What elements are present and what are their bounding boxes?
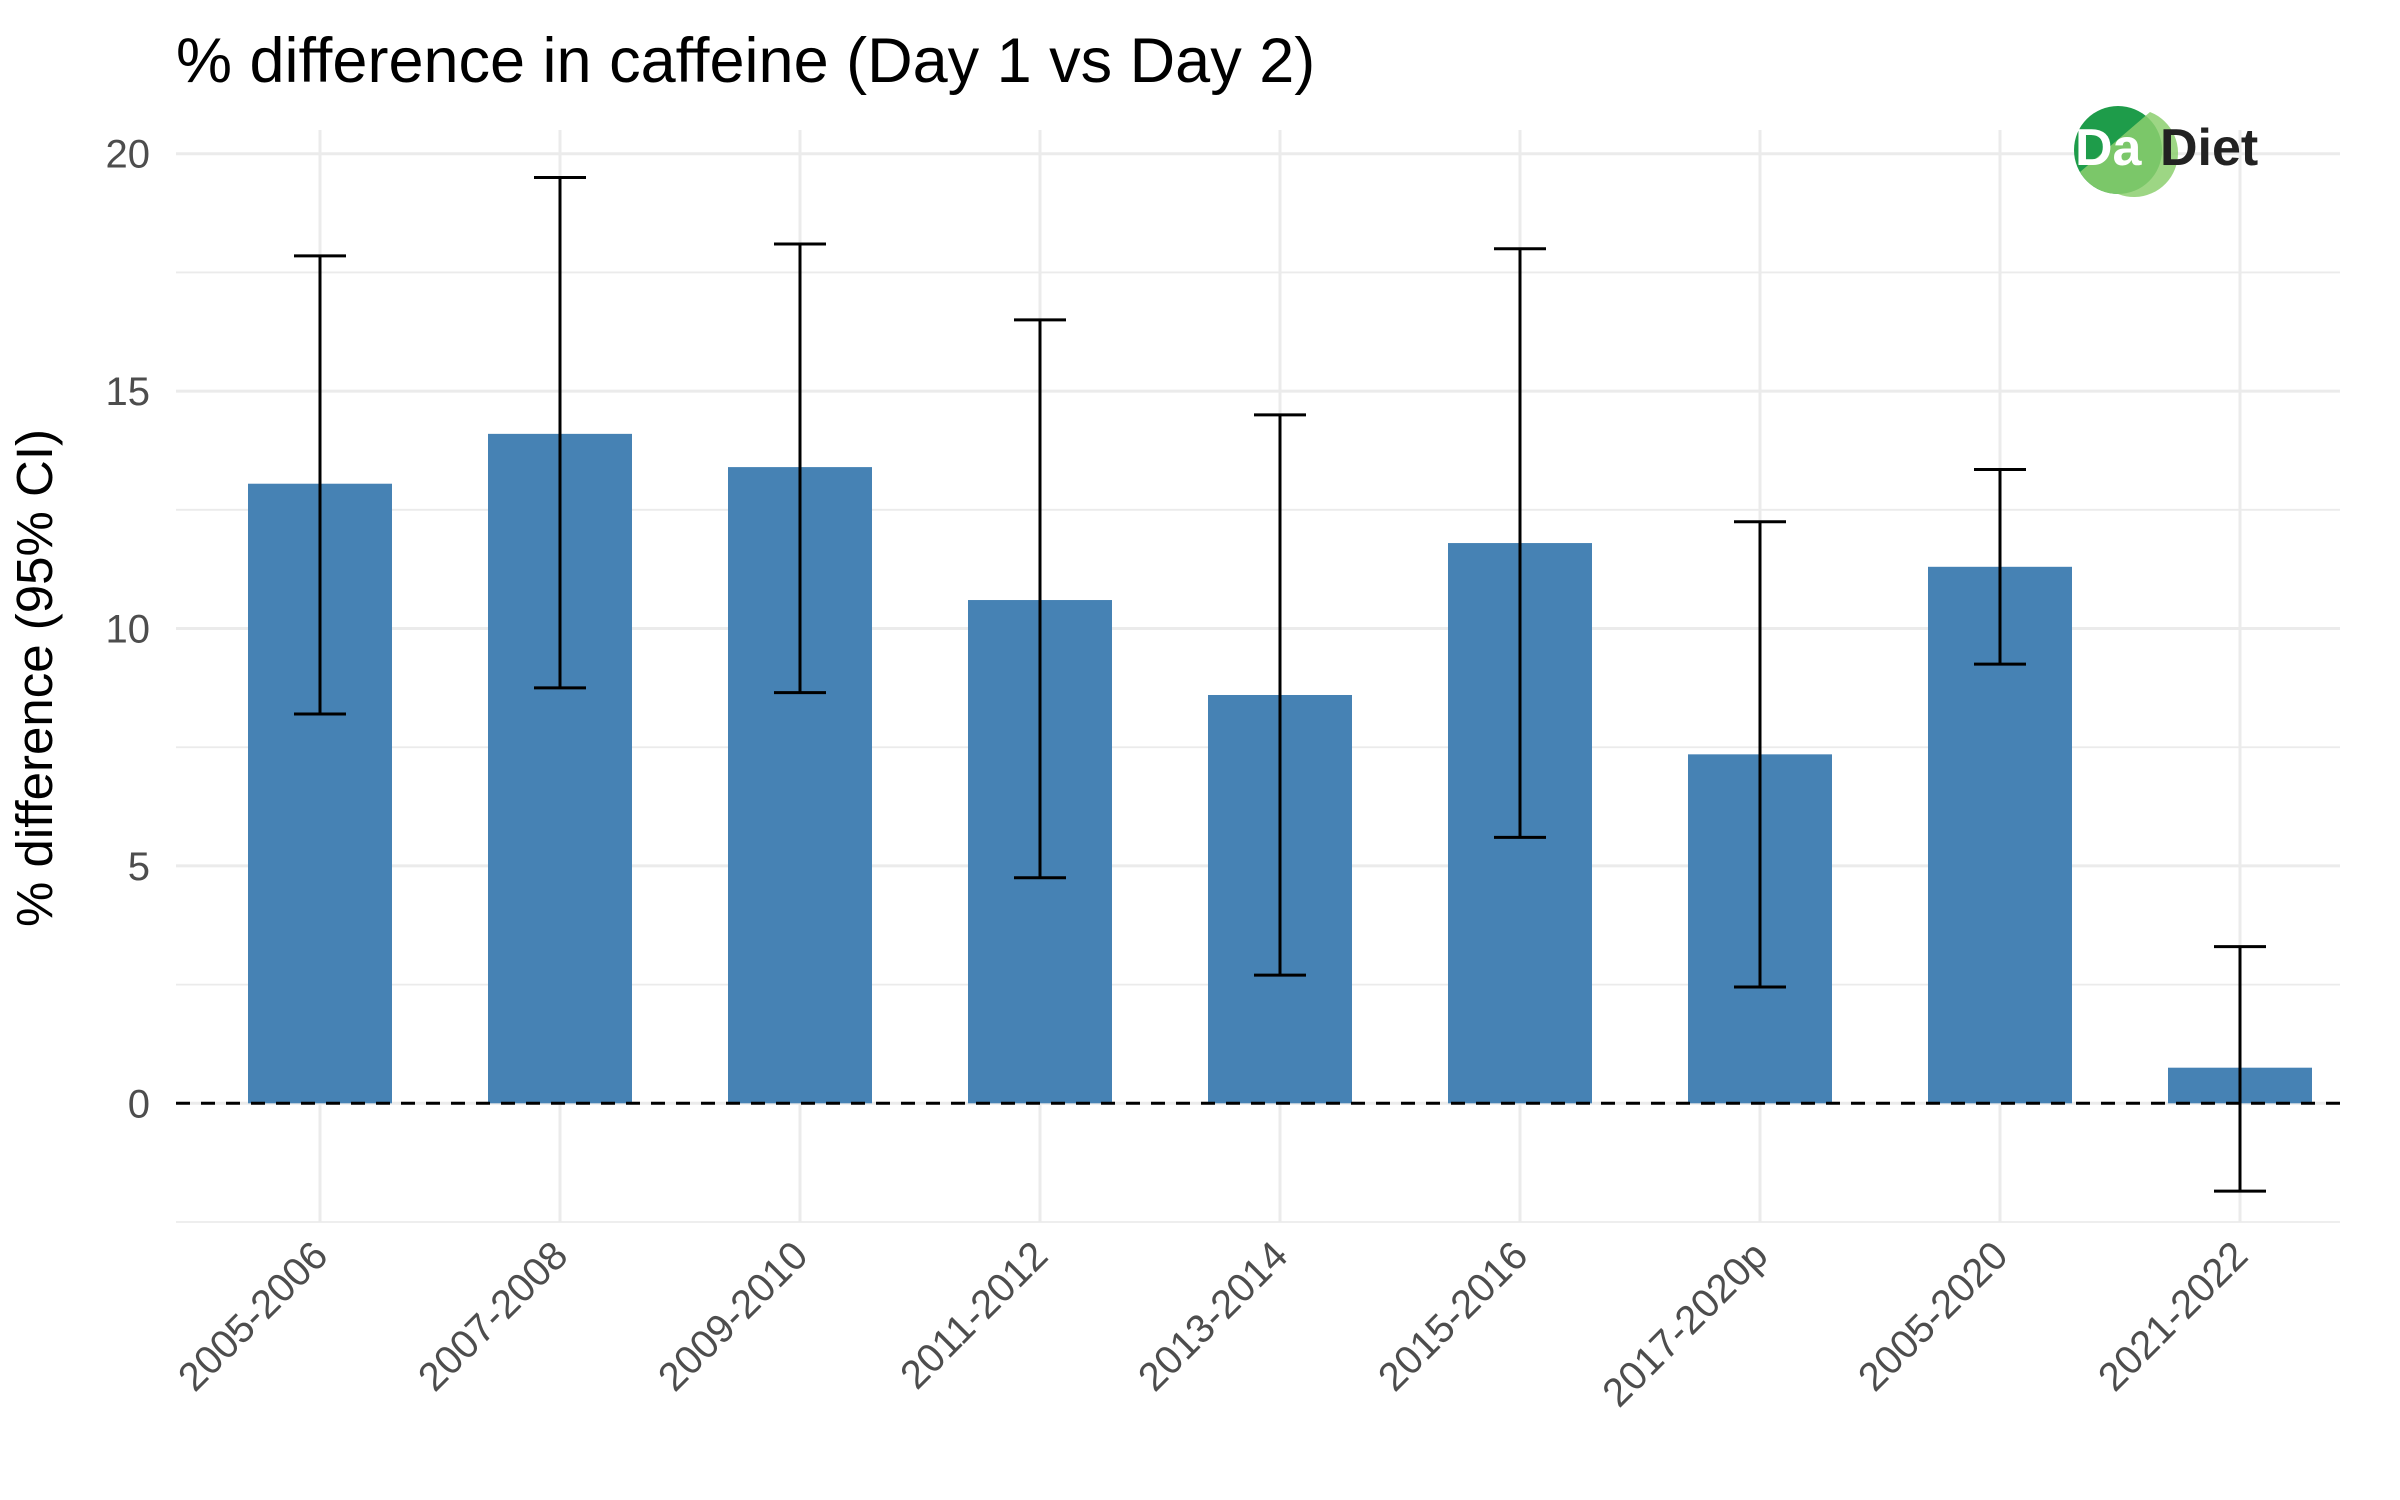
y-tick-label: 10 [106, 608, 151, 652]
logo-text: Diet [2160, 119, 2258, 177]
x-tick-labels: 2005-2006 2007-2008 2009-2010 2011-2012 2013… [170, 1233, 2256, 1415]
chart-title: % difference in caffeine (Day 1 vs Day 2… [176, 26, 1315, 96]
logo-badge-highlight [2080, 112, 2179, 198]
error-bar [1974, 467, 2026, 666]
error-bar [2214, 945, 2266, 1193]
y-tick-labels: 0 5 10 15 20 [106, 133, 151, 1127]
y-tick-label: 0 [128, 1082, 150, 1126]
x-tick-label: 2009-2010 [650, 1233, 816, 1399]
error-bars-layer [294, 175, 2266, 1193]
x-tick-label: 2017-2020p [1594, 1233, 1776, 1415]
x-tick-label: 2021-2022 [2090, 1233, 2256, 1399]
dadiet-logo: Da Diet [2074, 106, 2258, 198]
x-tick-label: 2007-2008 [410, 1233, 576, 1399]
logo-badge-text: Da [2075, 119, 2143, 177]
x-tick-label: 2005-2006 [170, 1233, 336, 1399]
y-tick-label: 5 [128, 845, 150, 889]
x-tick-label: 2013-2014 [1130, 1233, 1296, 1399]
x-tick-label: 2005-2020 [1850, 1233, 2016, 1399]
error-bar [1734, 520, 1786, 989]
y-tick-label: 20 [106, 133, 151, 177]
error-bar [1014, 318, 1066, 880]
error-bar [1254, 413, 1306, 977]
error-bar [1494, 247, 1546, 839]
x-tick-label: 2015-2016 [1370, 1233, 1536, 1399]
y-tick-label: 15 [106, 370, 151, 414]
error-bar [294, 254, 346, 716]
error-bar [774, 242, 826, 695]
error-bar [534, 175, 586, 690]
x-tick-label: 2011-2012 [892, 1233, 1056, 1397]
y-axis-label: % difference (95% CI) [6, 429, 63, 927]
